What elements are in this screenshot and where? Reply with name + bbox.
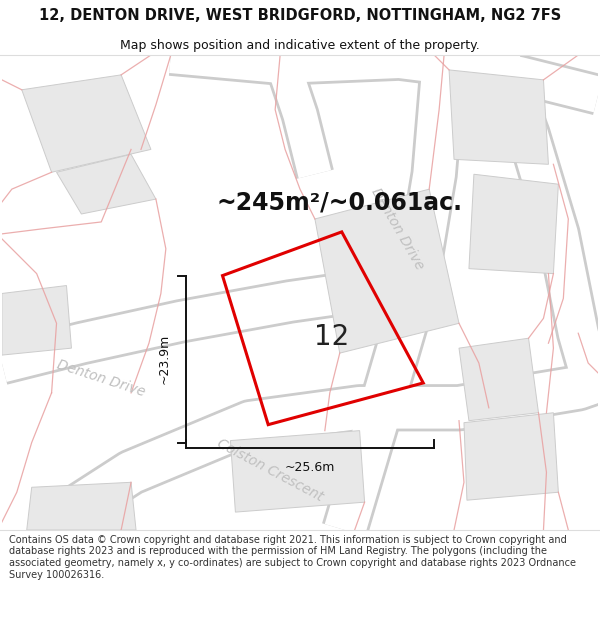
Text: ~23.9m: ~23.9m <box>157 334 170 384</box>
Polygon shape <box>230 431 365 512</box>
Polygon shape <box>469 174 559 274</box>
Polygon shape <box>464 412 559 500</box>
Polygon shape <box>449 70 548 164</box>
Text: 12, DENTON DRIVE, WEST BRIDGFORD, NOTTINGHAM, NG2 7FS: 12, DENTON DRIVE, WEST BRIDGFORD, NOTTIN… <box>39 8 561 23</box>
Polygon shape <box>315 189 459 353</box>
Polygon shape <box>56 154 156 214</box>
Text: Contains OS data © Crown copyright and database right 2021. This information is : Contains OS data © Crown copyright and d… <box>9 535 576 579</box>
Text: ~245m²/~0.061ac.: ~245m²/~0.061ac. <box>217 190 463 214</box>
Text: Denton Drive: Denton Drive <box>368 186 427 272</box>
Polygon shape <box>22 75 151 172</box>
Text: Colston Crescent: Colston Crescent <box>215 436 326 504</box>
Text: ~25.6m: ~25.6m <box>285 461 335 474</box>
Text: Denton Drive: Denton Drive <box>55 357 147 399</box>
Polygon shape <box>2 286 71 355</box>
Text: Map shows position and indicative extent of the property.: Map shows position and indicative extent… <box>120 39 480 52</box>
Polygon shape <box>459 338 538 421</box>
Polygon shape <box>27 482 136 530</box>
Text: 12: 12 <box>314 322 349 351</box>
